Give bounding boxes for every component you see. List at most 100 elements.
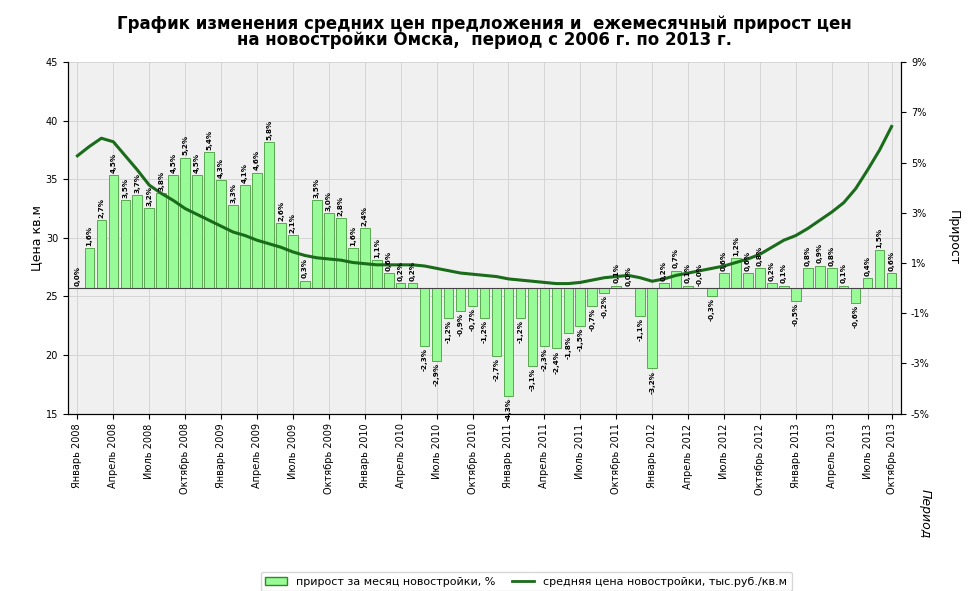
- Bar: [229, 205, 237, 288]
- Text: 3,2%: 3,2%: [146, 186, 152, 206]
- Bar: [384, 273, 393, 288]
- Text: 0,9%: 0,9%: [817, 243, 823, 264]
- Text: 2,1%: 2,1%: [290, 213, 296, 233]
- Text: -0,5%: -0,5%: [793, 303, 798, 326]
- Text: 3,3%: 3,3%: [230, 183, 236, 203]
- Bar: [432, 288, 442, 361]
- Bar: [144, 208, 154, 288]
- Text: -1,2%: -1,2%: [517, 320, 523, 343]
- Bar: [396, 283, 405, 288]
- Text: -1,8%: -1,8%: [565, 336, 572, 359]
- Text: -0,2%: -0,2%: [601, 296, 608, 318]
- Text: -1,5%: -1,5%: [578, 328, 583, 351]
- Text: 1,6%: 1,6%: [86, 226, 92, 246]
- Bar: [516, 288, 525, 318]
- Text: -0,9%: -0,9%: [457, 313, 463, 336]
- Text: -0,7%: -0,7%: [589, 308, 595, 331]
- Text: 5,4%: 5,4%: [206, 130, 212, 150]
- Bar: [862, 278, 872, 288]
- Bar: [504, 288, 514, 396]
- Bar: [803, 268, 813, 288]
- Bar: [587, 288, 597, 306]
- Bar: [767, 283, 776, 288]
- Text: -2,9%: -2,9%: [433, 363, 440, 386]
- Bar: [636, 288, 645, 316]
- Text: 4,6%: 4,6%: [254, 150, 260, 170]
- Bar: [779, 285, 789, 288]
- Bar: [611, 285, 621, 288]
- Text: 0,1%: 0,1%: [841, 264, 847, 284]
- Bar: [851, 288, 860, 303]
- Text: 2,7%: 2,7%: [99, 198, 105, 218]
- Text: -2,3%: -2,3%: [542, 348, 547, 371]
- Text: 4,3%: 4,3%: [218, 158, 224, 178]
- Bar: [84, 248, 94, 288]
- Text: -1,1%: -1,1%: [638, 318, 643, 341]
- Bar: [683, 285, 693, 288]
- Bar: [491, 288, 501, 356]
- Bar: [672, 271, 681, 288]
- Bar: [180, 157, 190, 288]
- Text: -4,3%: -4,3%: [506, 398, 512, 421]
- Text: 0,1%: 0,1%: [685, 264, 691, 284]
- Text: 1,5%: 1,5%: [877, 228, 883, 248]
- Text: на новостройки Омска,  период с 2006 г. по 2013 г.: на новостройки Омска, период с 2006 г. п…: [237, 31, 732, 48]
- Text: 5,8%: 5,8%: [266, 120, 272, 140]
- Bar: [265, 142, 274, 288]
- Text: -3,1%: -3,1%: [529, 368, 536, 391]
- Text: 0,8%: 0,8%: [828, 246, 834, 266]
- Bar: [216, 180, 226, 288]
- Text: -0,6%: -0,6%: [853, 306, 859, 329]
- Text: -1,2%: -1,2%: [482, 320, 487, 343]
- Bar: [408, 283, 418, 288]
- Text: -2,3%: -2,3%: [422, 348, 427, 371]
- Text: 0,1%: 0,1%: [781, 264, 787, 284]
- Bar: [204, 152, 214, 288]
- Text: -2,7%: -2,7%: [493, 358, 499, 381]
- Text: 0,8%: 0,8%: [805, 246, 811, 266]
- Bar: [372, 261, 382, 288]
- Bar: [540, 288, 549, 346]
- Bar: [276, 223, 286, 288]
- Bar: [336, 217, 346, 288]
- Text: 0,6%: 0,6%: [721, 251, 727, 271]
- Bar: [348, 248, 358, 288]
- Bar: [887, 273, 896, 288]
- Bar: [743, 273, 753, 288]
- Bar: [827, 268, 836, 288]
- Bar: [659, 283, 669, 288]
- Bar: [839, 285, 849, 288]
- Bar: [791, 288, 800, 301]
- Bar: [551, 288, 561, 349]
- Text: 0,4%: 0,4%: [864, 256, 870, 276]
- Text: 4,1%: 4,1%: [242, 163, 248, 183]
- Text: 3,8%: 3,8%: [158, 170, 164, 190]
- Bar: [480, 288, 489, 318]
- Y-axis label: Цена кв.м: Цена кв.м: [30, 205, 43, 271]
- Text: 0,2%: 0,2%: [768, 261, 775, 281]
- Text: 0,2%: 0,2%: [410, 261, 416, 281]
- Bar: [455, 288, 465, 311]
- Bar: [815, 265, 825, 288]
- Text: -0,3%: -0,3%: [709, 298, 715, 321]
- Text: 0,6%: 0,6%: [386, 251, 391, 271]
- Bar: [875, 251, 885, 288]
- Text: 4,5%: 4,5%: [194, 153, 201, 173]
- Bar: [120, 200, 130, 288]
- Text: 3,0%: 3,0%: [326, 191, 331, 210]
- Text: 0,0%: 0,0%: [75, 266, 80, 286]
- Text: 4,5%: 4,5%: [110, 153, 116, 173]
- Bar: [109, 175, 118, 288]
- Text: 2,6%: 2,6%: [278, 200, 284, 220]
- Bar: [420, 288, 429, 346]
- Text: 0,2%: 0,2%: [397, 261, 404, 281]
- Bar: [300, 281, 310, 288]
- Text: 5,2%: 5,2%: [182, 135, 188, 155]
- Bar: [252, 173, 262, 288]
- Text: 2,4%: 2,4%: [361, 206, 368, 226]
- Text: 3,5%: 3,5%: [314, 178, 320, 198]
- Bar: [133, 195, 142, 288]
- Bar: [647, 288, 657, 369]
- Bar: [564, 288, 573, 333]
- Bar: [576, 288, 585, 326]
